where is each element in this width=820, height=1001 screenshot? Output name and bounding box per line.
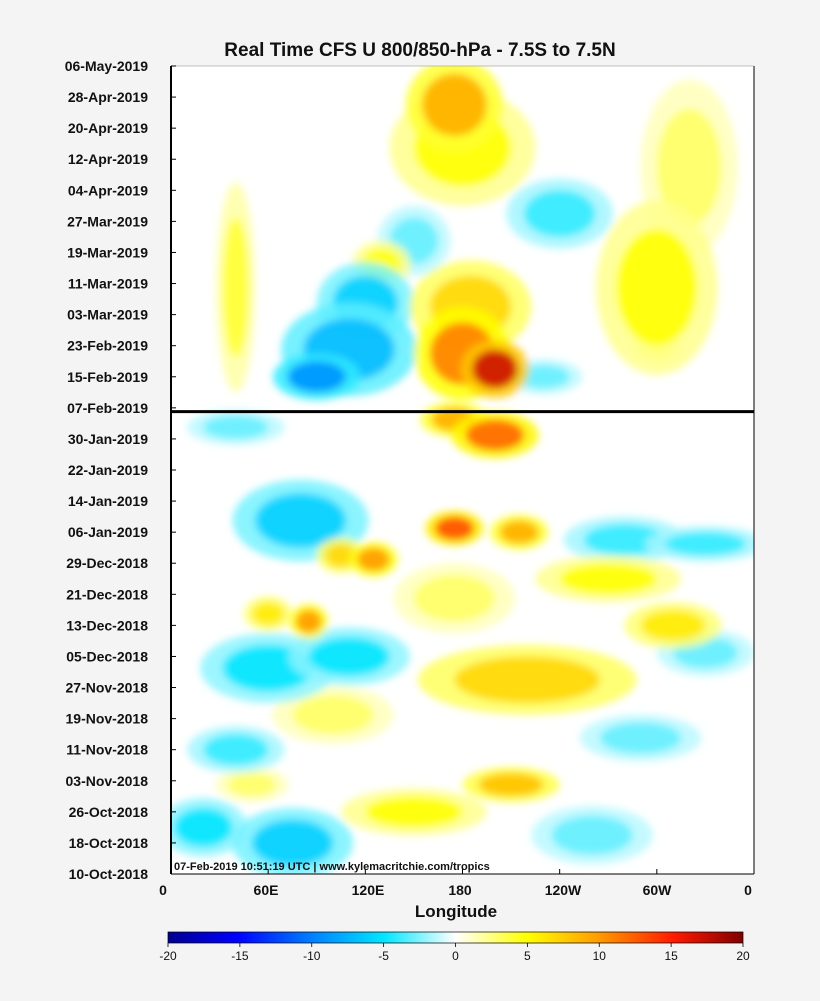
y-tick-label: 21-Dec-2018 xyxy=(66,586,148,602)
anomaly-field xyxy=(171,66,754,874)
y-tick-label: 12-Apr-2019 xyxy=(68,151,148,167)
anomaly-blob xyxy=(308,637,390,676)
anomaly-blob xyxy=(664,532,746,556)
y-tick-label: 11-Mar-2019 xyxy=(68,276,148,292)
anomaly-blob xyxy=(583,524,665,556)
x-tick-label: 0 xyxy=(159,882,167,898)
anomaly-blob xyxy=(292,695,374,735)
anomaly-blob xyxy=(203,734,269,766)
colorbar-tick-label: -5 xyxy=(378,949,389,963)
colorbar-tick-label: -20 xyxy=(159,949,177,963)
y-tick-label: 19-Nov-2018 xyxy=(66,711,149,727)
anomaly-blob xyxy=(251,602,285,626)
y-tick-label: 29-Dec-2018 xyxy=(66,555,148,571)
y-tick-label: 07-Feb-2019 xyxy=(67,400,148,416)
x-tick-label: 180 xyxy=(448,882,472,898)
anomaly-blob xyxy=(222,217,249,358)
colorbar-tick-label: 15 xyxy=(664,949,678,963)
anomaly-blob xyxy=(524,190,596,237)
y-tick-label: 03-Mar-2019 xyxy=(67,307,148,323)
anomaly-blob xyxy=(203,415,269,439)
y-tick-label: 05-Dec-2018 xyxy=(66,648,148,664)
chart-title: Real Time CFS U 800/850-hPa - 7.5S to 7.… xyxy=(224,40,615,61)
anomaly-blob xyxy=(600,722,682,754)
y-tick-label: 13-Dec-2018 xyxy=(66,617,148,633)
x-axis-label: Longitude xyxy=(415,902,497,921)
y-tick-label: 28-Apr-2019 xyxy=(68,89,148,105)
y-tick-label: 06-May-2019 xyxy=(65,58,148,74)
x-axis: 0 60E 120E 180 120W 60W 0 xyxy=(159,869,755,898)
y-tick-label: 11-Nov-2018 xyxy=(66,742,148,758)
colorbar-ticks: -20 -15 -10 -5 0 5 10 15 20 xyxy=(159,943,750,963)
colorbar-tick-label: 5 xyxy=(524,949,531,963)
y-tick-label: 10-Oct-2018 xyxy=(69,866,149,882)
y-tick-label: 04-Apr-2019 xyxy=(68,182,148,198)
anomaly-blob xyxy=(559,563,657,595)
anomaly-blob xyxy=(478,773,544,797)
y-tick-label: 23-Feb-2019 xyxy=(67,338,148,354)
anomaly-blob xyxy=(357,547,390,571)
colorbar-tick-label: 10 xyxy=(593,949,607,963)
anomaly-blob xyxy=(640,609,706,641)
y-tick-label: 22-Jan-2019 xyxy=(68,462,148,478)
y-tick-label: 15-Feb-2019 xyxy=(67,369,148,385)
anomaly-blob xyxy=(287,361,346,393)
y-tick-label: 06-Jan-2019 xyxy=(68,524,148,540)
x-tick-label: 120E xyxy=(352,882,385,898)
x-tick-label: 120W xyxy=(545,882,582,898)
anomaly-blob xyxy=(656,108,722,226)
y-tick-label: 27-Nov-2018 xyxy=(66,680,149,696)
x-tick-label: 60W xyxy=(643,882,673,898)
anomaly-blob xyxy=(295,609,322,634)
x-tick-label: 60E xyxy=(254,882,279,898)
anomaly-blob xyxy=(465,419,525,451)
anomaly-blob xyxy=(472,349,518,389)
timestamp-annotation: 07-Feb-2019 10:51:19 UTC | www.kylemacri… xyxy=(174,861,490,873)
anomaly-blob xyxy=(422,73,487,136)
anomaly-blob xyxy=(365,796,463,828)
anomaly-blob xyxy=(255,493,346,548)
y-tick-label: 20-Apr-2019 xyxy=(68,120,148,136)
anomaly-blob xyxy=(454,656,601,704)
y-tick-label: 18-Oct-2018 xyxy=(69,835,149,851)
anomaly-blob xyxy=(517,365,570,389)
y-tick-label: 19-Mar-2019 xyxy=(67,244,148,260)
colorbar-tick-label: -15 xyxy=(231,949,249,963)
colorbar xyxy=(167,931,744,944)
anomaly-blob xyxy=(551,815,633,855)
x-tick-label: 0 xyxy=(744,882,752,898)
anomaly-blob xyxy=(251,819,333,867)
colorbar-tick-label: 20 xyxy=(736,949,750,963)
anomaly-blob xyxy=(324,543,358,568)
anomaly-blob xyxy=(499,520,539,544)
anomaly-blob xyxy=(174,807,233,847)
y-axis: 06-May-2019 28-Apr-2019 20-Apr-2019 12-Apr-… xyxy=(65,58,176,882)
y-tick-label: 14-Jan-2019 xyxy=(68,493,148,509)
y-tick-label: 27-Mar-2019 xyxy=(67,213,148,229)
y-tick-label: 30-Jan-2019 xyxy=(68,431,148,447)
colorbar-tick-label: 0 xyxy=(452,949,459,963)
y-tick-label: 03-Nov-2018 xyxy=(66,773,149,789)
anomaly-blob xyxy=(616,229,698,346)
anomaly-blob xyxy=(413,574,495,622)
anomaly-blob xyxy=(434,516,474,540)
colorbar-tick-label: -10 xyxy=(303,949,321,963)
anomaly-blob xyxy=(227,773,277,797)
y-tick-label: 26-Oct-2018 xyxy=(69,804,149,820)
